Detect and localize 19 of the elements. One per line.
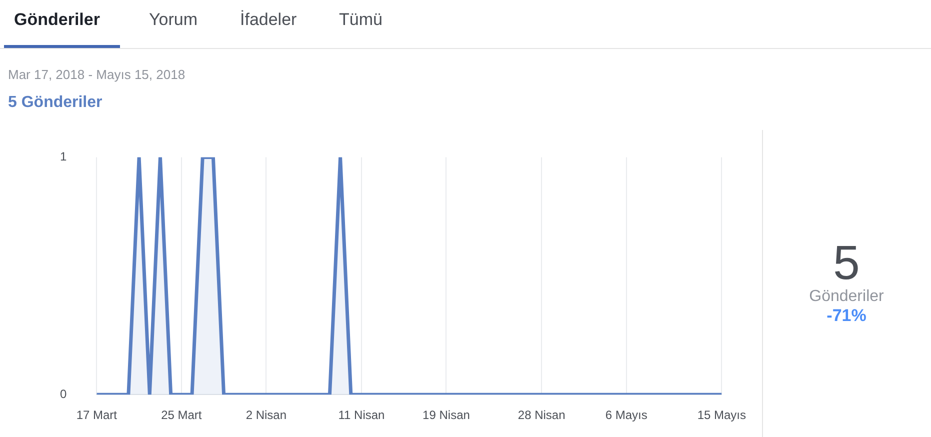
y-tick-label: 0 xyxy=(60,386,67,401)
chart-title: 5 Gönderiler xyxy=(8,94,102,112)
text: Gönderiler xyxy=(808,288,885,306)
text: -71% xyxy=(826,306,868,326)
y-tick-label: 1 xyxy=(60,150,67,164)
text: Gönderiler xyxy=(14,10,100,30)
x-tick-label: 2 Nisan xyxy=(246,408,287,422)
text: Yorum xyxy=(149,10,198,30)
x-tick-label: 28 Nisan xyxy=(518,408,566,422)
text: 5 xyxy=(833,237,860,290)
x-tick-label: 25 Mart xyxy=(161,408,202,422)
x-tick-label: 6 Mayıs xyxy=(605,408,648,422)
x-tick-label: 11 Nisan xyxy=(338,408,385,422)
x-tick-label: 15 Mayıs xyxy=(697,408,746,422)
text: Tümü xyxy=(339,10,382,30)
x-tick-label: 19 Nisan xyxy=(422,408,470,422)
x-tick-label: 17 Mart xyxy=(76,408,118,422)
text: İfadeler xyxy=(240,10,297,30)
chart-subtitle: Mar 17, 2018 - Mayıs 15, 2018 xyxy=(8,67,186,82)
